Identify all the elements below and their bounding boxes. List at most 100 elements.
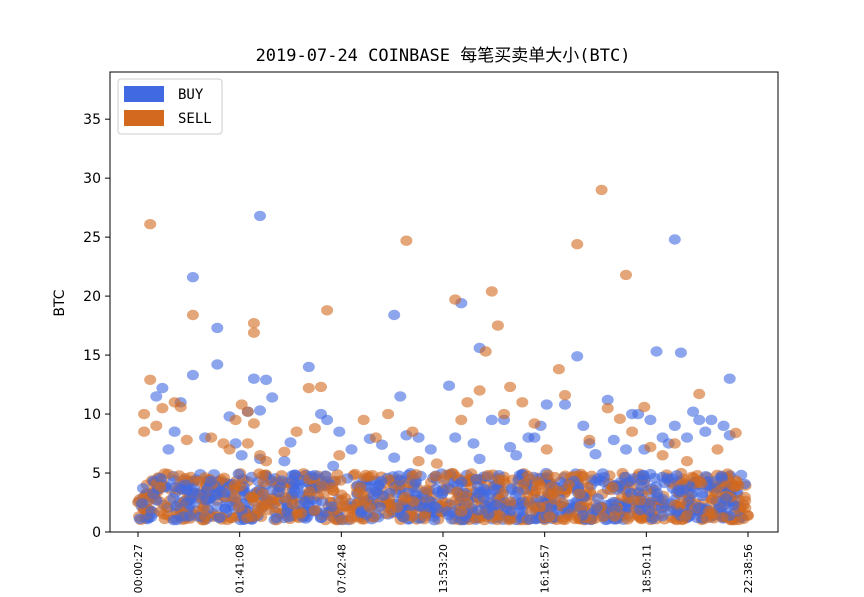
point-buy	[326, 501, 338, 512]
point-sell	[571, 239, 584, 250]
point-sell	[693, 388, 706, 400]
point-buy	[247, 373, 260, 384]
y-axis-label: BTC	[52, 289, 68, 316]
point-sell	[575, 468, 587, 480]
y-tick-label: 0	[92, 525, 101, 541]
point-buy	[150, 391, 163, 402]
point-buy	[211, 359, 224, 370]
point-sell	[241, 512, 254, 524]
point-buy	[373, 501, 386, 512]
point-sell	[241, 438, 254, 449]
point-buy	[449, 432, 462, 443]
point-buy	[162, 444, 175, 455]
point-buy	[333, 426, 346, 437]
point-buy	[303, 494, 316, 505]
point-sell	[154, 481, 167, 493]
point-sell	[548, 494, 561, 505]
point-sell	[382, 408, 395, 420]
point-sell	[334, 475, 347, 486]
point-buy	[589, 449, 602, 460]
point-buy	[482, 509, 495, 520]
point-sell	[247, 418, 260, 429]
point-sell	[504, 381, 517, 393]
point-buy	[266, 392, 279, 403]
point-buy	[720, 493, 732, 504]
point-buy	[715, 471, 728, 482]
point-sell	[574, 501, 587, 512]
point-sell	[450, 486, 463, 498]
point-buy	[590, 502, 603, 513]
point-sell	[681, 456, 693, 467]
x-tick-label: 01:41:08	[234, 544, 247, 593]
point-sell	[173, 470, 186, 481]
x-axis: 00:00:27 01:41:08 07:02:48 13:53:20 16:16:57…	[132, 532, 755, 593]
point-sell	[437, 474, 450, 485]
point-sell	[626, 426, 639, 437]
point-buy	[727, 500, 740, 511]
point-sell	[482, 469, 494, 481]
point-sell	[363, 502, 376, 513]
point-sell	[144, 374, 157, 385]
point-sell	[138, 426, 151, 437]
point-buy	[643, 505, 656, 516]
point-buy	[424, 496, 437, 507]
point-buy	[308, 470, 321, 481]
point-buy	[511, 486, 524, 497]
point-sell	[278, 446, 291, 457]
point-sell	[601, 403, 614, 414]
point-sell	[668, 438, 681, 449]
point-sell	[491, 320, 504, 331]
point-buy	[634, 504, 647, 516]
point-buy	[472, 505, 485, 516]
point-buy	[211, 322, 224, 334]
point-sell	[308, 423, 321, 434]
point-sell	[223, 444, 236, 455]
point-buy	[674, 347, 687, 358]
point-buy	[540, 399, 553, 410]
point-sell	[391, 502, 404, 513]
point-buy	[487, 484, 500, 496]
point-buy	[376, 439, 388, 450]
point-sell	[150, 420, 163, 431]
point-buy	[345, 444, 358, 455]
point-sell	[728, 481, 741, 493]
point-buy	[194, 489, 207, 500]
y-tick-label: 35	[83, 112, 101, 128]
point-sell	[455, 414, 468, 426]
point-sell	[235, 399, 248, 410]
point-sell	[257, 488, 269, 499]
point-sell	[681, 509, 694, 521]
point-sell	[656, 450, 669, 461]
point-buy	[388, 309, 401, 321]
legend-swatch-buy	[124, 86, 164, 102]
point-buy	[692, 502, 705, 513]
point-sell	[573, 488, 586, 499]
point-sell	[229, 492, 242, 504]
x-tick-label: 13:53:20	[437, 544, 450, 593]
point-buy	[147, 488, 160, 499]
point-buy	[235, 450, 248, 461]
point-buy	[620, 444, 632, 455]
point-sell	[247, 318, 260, 329]
point-buy	[471, 488, 484, 499]
point-sell	[739, 502, 752, 514]
point-sell	[315, 381, 327, 393]
point-buy	[319, 470, 332, 481]
point-sell	[644, 441, 657, 453]
point-buy	[608, 503, 621, 515]
point-sell	[716, 512, 729, 523]
point-sell	[568, 513, 581, 525]
point-sell	[545, 481, 558, 492]
point-sell	[430, 458, 443, 469]
point-buy	[282, 512, 295, 523]
point-sell	[455, 506, 468, 517]
point-buy	[691, 512, 703, 524]
point-sell	[729, 427, 742, 439]
point-sell	[638, 401, 651, 413]
point-sell	[552, 364, 565, 375]
point-buy	[504, 505, 517, 516]
point-buy	[388, 452, 401, 463]
point-sell	[291, 508, 304, 519]
point-sell	[218, 472, 231, 483]
point-sell	[627, 495, 640, 506]
